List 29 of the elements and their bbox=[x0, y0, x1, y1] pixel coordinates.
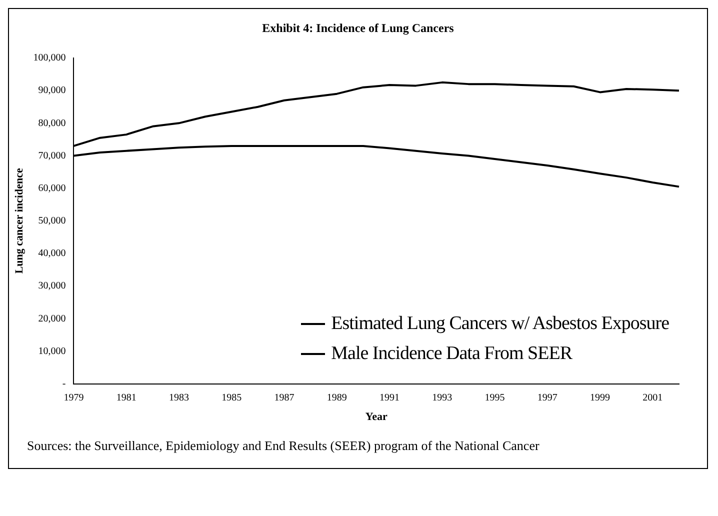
y-tick-label: 10,000 bbox=[38, 346, 66, 357]
x-tick-label: 1979 bbox=[64, 392, 84, 404]
y-tick-label: 50,000 bbox=[38, 216, 66, 227]
x-tick-label: 1987 bbox=[274, 392, 294, 404]
x-tick-label: 1995 bbox=[484, 392, 505, 404]
y-tick-label: 60,000 bbox=[38, 182, 66, 194]
chart-title: Exhibit 4: Incidence of Lung Cancers bbox=[261, 21, 455, 36]
legend-label: Estimated Lung Cancers w/ Asbestos Exposure bbox=[331, 313, 669, 335]
x-tick-label: 1991 bbox=[380, 392, 400, 404]
source-note: Sources: the Surveillance, Epidemiology and End Results (SEER) program of the National Cancer bbox=[26, 438, 540, 454]
y-tick-label: 30,000 bbox=[38, 280, 66, 292]
x-tick-label: 2001 bbox=[642, 392, 663, 404]
y-tick-label: 90,000 bbox=[38, 85, 66, 96]
x-tick-label: 1981 bbox=[116, 392, 136, 404]
legend-label: Male Incidence Data From SEER bbox=[331, 343, 572, 365]
x-axis-title: Year bbox=[365, 411, 388, 424]
x-tick-label: 1989 bbox=[326, 392, 347, 404]
y-tick-label: 40,000 bbox=[38, 248, 66, 260]
x-tick-label: 1983 bbox=[168, 392, 189, 404]
y-tick-label: 80,000 bbox=[38, 118, 66, 129]
y-axis-title: Lung cancer incidence bbox=[13, 168, 26, 274]
y-tick-label: - bbox=[62, 378, 66, 390]
y-tick-label: 70,000 bbox=[38, 150, 66, 162]
x-tick-label: 1985 bbox=[222, 392, 242, 404]
x-tick-label: 1999 bbox=[590, 392, 610, 404]
y-tick-label: 20,000 bbox=[38, 313, 66, 324]
y-tick-label: 100,000 bbox=[33, 52, 66, 64]
x-tick-label: 1993 bbox=[432, 392, 452, 404]
x-tick-label: 1997 bbox=[537, 392, 558, 404]
